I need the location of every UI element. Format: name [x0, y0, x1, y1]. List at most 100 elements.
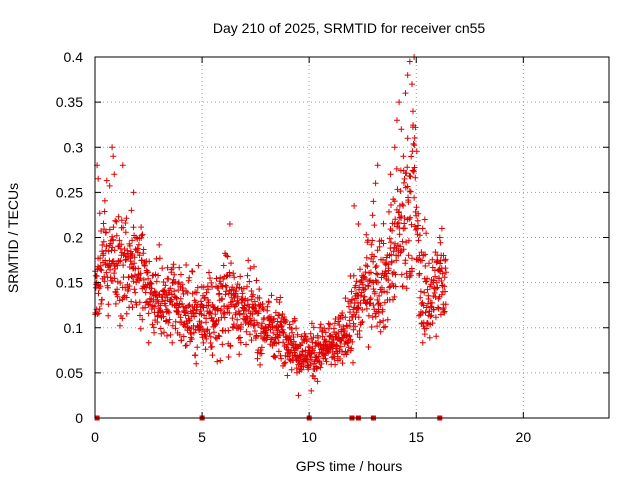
data-point: [224, 253, 231, 260]
data-point: [220, 262, 227, 269]
data-point: [437, 311, 444, 318]
data-point: [104, 284, 111, 291]
data-point: [117, 257, 124, 264]
data-point: [416, 232, 423, 239]
data-point: [109, 233, 116, 240]
data-point: [291, 317, 298, 324]
data-point: [385, 277, 392, 284]
data-point: [215, 332, 222, 339]
y-tick-label: 0.25: [56, 184, 83, 200]
data-point: [206, 269, 212, 276]
data-point: [111, 247, 118, 254]
data-point: [217, 274, 224, 281]
data-point: [271, 315, 278, 322]
data-point: [315, 353, 322, 360]
data-point: [424, 275, 431, 282]
data-point: [380, 324, 387, 331]
data-point: [374, 296, 381, 303]
data-point: [317, 321, 324, 328]
data-point: [238, 321, 245, 328]
data-point: [95, 310, 102, 317]
data-point: [346, 333, 353, 340]
data-point: [260, 306, 267, 313]
data-point: [240, 285, 247, 292]
data-point: [207, 275, 213, 282]
data-point: [438, 278, 445, 284]
data-point: [103, 177, 110, 184]
data-point: [177, 295, 184, 302]
data-point: [375, 279, 381, 286]
data-point: [164, 332, 170, 339]
data-point: [399, 201, 406, 208]
data-point: [273, 340, 280, 347]
data-point: [234, 316, 241, 323]
data-point: [442, 265, 449, 272]
data-point: [186, 317, 193, 324]
data-point: [119, 315, 126, 322]
data-point: [360, 286, 367, 293]
data-point: [270, 316, 277, 323]
data-point: [341, 328, 348, 334]
data-point: [430, 306, 437, 313]
data-point: [193, 289, 200, 296]
data-point: [192, 352, 199, 359]
data-point: [391, 293, 398, 300]
data-point: [425, 300, 431, 307]
data-point: [138, 232, 145, 239]
data-point: [294, 345, 301, 352]
data-point: [198, 298, 204, 305]
data-point: [387, 171, 394, 178]
data-point: [276, 332, 283, 339]
data-point: [357, 300, 364, 307]
data-point: [209, 343, 215, 350]
data-point: [246, 278, 253, 285]
data-point: [175, 279, 182, 286]
data-point: [313, 365, 320, 372]
data-point: [194, 344, 201, 351]
data-point: [410, 168, 417, 175]
x-tick-label: 5: [198, 429, 206, 445]
data-point: [117, 322, 123, 329]
data-point: [346, 303, 352, 310]
data-point: [212, 311, 219, 318]
data-point: [98, 267, 105, 274]
data-point: [346, 323, 353, 329]
data-point: [146, 258, 153, 265]
data-point: [263, 327, 270, 334]
data-point: [210, 303, 217, 310]
data-point: [380, 256, 386, 263]
data-point: [205, 299, 212, 306]
data-point: [442, 301, 449, 308]
data-point: [181, 309, 188, 316]
data-point: [430, 277, 437, 284]
data-point: [384, 289, 391, 296]
data-point: [355, 304, 362, 311]
data-point: [278, 323, 285, 329]
data-point: [204, 326, 211, 333]
data-point: [105, 301, 112, 308]
data-point: [427, 313, 434, 320]
data-point: [417, 288, 424, 295]
data-point: [112, 217, 119, 224]
data-point: [207, 310, 214, 317]
data-point: [372, 313, 379, 320]
data-point: [363, 254, 370, 261]
data-point: [282, 319, 288, 326]
data-point: [185, 302, 192, 309]
data-point: [237, 273, 244, 280]
data-point: [422, 309, 429, 316]
data-point: [310, 324, 317, 331]
y-axis-title: SRMTID / TECUs: [5, 183, 21, 293]
data-point: [433, 279, 440, 286]
data-point: [248, 337, 255, 344]
data-point: [215, 285, 222, 292]
data-point: [129, 237, 136, 244]
x-axis-title: GPS time / hours: [296, 458, 403, 474]
data-point: [374, 271, 381, 278]
data-point: [339, 310, 346, 316]
data-point: [418, 249, 425, 256]
data-point: [137, 312, 143, 319]
data-point: [405, 252, 412, 259]
data-point: [349, 296, 356, 303]
data-point: [160, 279, 167, 285]
